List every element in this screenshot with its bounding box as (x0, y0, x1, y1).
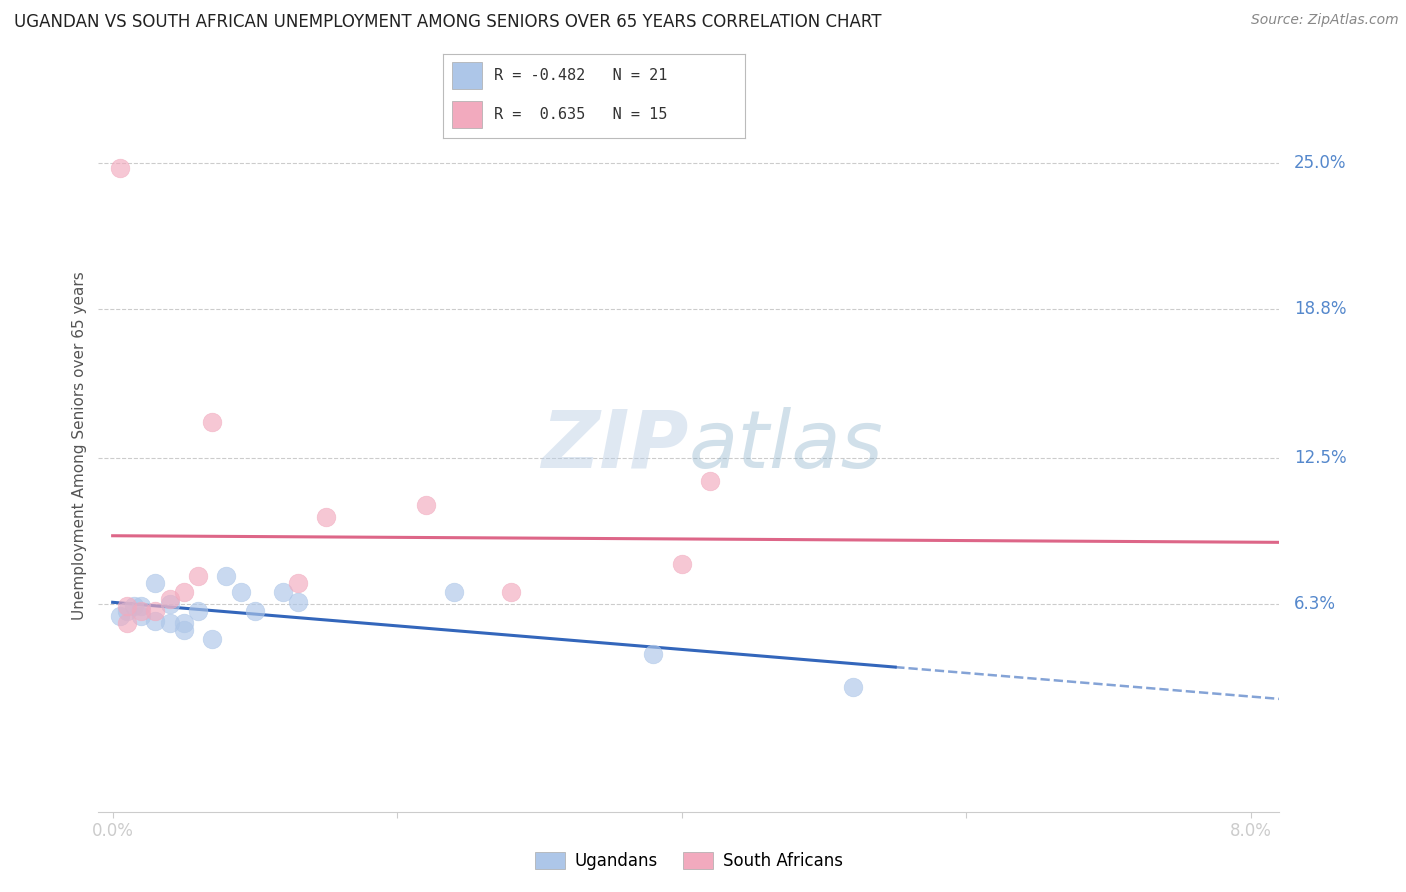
Text: 18.8%: 18.8% (1294, 300, 1346, 318)
South Africans (699, 475, 721, 489)
South Africans (287, 575, 309, 590)
Ugandans (215, 568, 238, 582)
Text: R = -0.482   N = 21: R = -0.482 N = 21 (495, 68, 668, 83)
South Africans (129, 604, 152, 618)
Ugandans (443, 585, 465, 599)
Ugandans (187, 604, 209, 618)
Ugandans (173, 623, 195, 637)
Ugandans (243, 604, 266, 618)
Y-axis label: Unemployment Among Seniors over 65 years: Unemployment Among Seniors over 65 years (72, 272, 87, 620)
South Africans (187, 568, 209, 582)
Text: 12.5%: 12.5% (1294, 449, 1347, 467)
Legend: Ugandans, South Africans: Ugandans, South Africans (529, 845, 849, 877)
South Africans (671, 557, 693, 571)
Ugandans (143, 614, 166, 628)
Ugandans (643, 647, 665, 661)
Text: 6.3%: 6.3% (1294, 595, 1336, 613)
Text: Source: ZipAtlas.com: Source: ZipAtlas.com (1251, 13, 1399, 28)
Text: UGANDAN VS SOUTH AFRICAN UNEMPLOYMENT AMONG SENIORS OVER 65 YEARS CORRELATION CH: UGANDAN VS SOUTH AFRICAN UNEMPLOYMENT AM… (14, 13, 882, 31)
Bar (451, 62, 482, 89)
Text: 25.0%: 25.0% (1294, 153, 1346, 172)
Ugandans (122, 599, 145, 614)
Ugandans (173, 615, 195, 630)
South Africans (159, 592, 181, 607)
Text: R =  0.635   N = 15: R = 0.635 N = 15 (495, 107, 668, 122)
Ugandans (841, 680, 863, 694)
Ugandans (129, 608, 152, 623)
South Africans (108, 161, 131, 175)
South Africans (115, 615, 138, 630)
Bar (451, 101, 482, 128)
South Africans (499, 585, 522, 599)
South Africans (315, 509, 337, 524)
Ugandans (129, 599, 152, 614)
South Africans (115, 599, 138, 614)
Text: atlas: atlas (689, 407, 884, 485)
Ugandans (159, 597, 181, 611)
Ugandans (159, 615, 181, 630)
Text: ZIP: ZIP (541, 407, 689, 485)
Ugandans (143, 575, 166, 590)
Ugandans (287, 595, 309, 609)
South Africans (415, 498, 437, 512)
South Africans (201, 416, 224, 430)
Ugandans (201, 632, 224, 647)
South Africans (143, 604, 166, 618)
Ugandans (229, 585, 252, 599)
Ugandans (115, 604, 138, 618)
Ugandans (108, 608, 131, 623)
South Africans (173, 585, 195, 599)
Ugandans (273, 585, 295, 599)
